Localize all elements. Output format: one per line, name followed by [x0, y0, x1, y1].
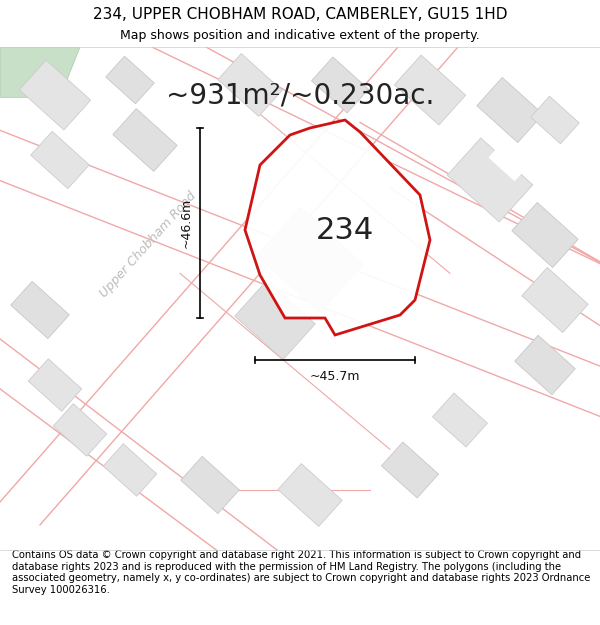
Polygon shape: [257, 208, 364, 312]
Polygon shape: [515, 335, 575, 395]
Polygon shape: [53, 404, 107, 456]
Text: ~46.6m: ~46.6m: [179, 198, 193, 248]
Polygon shape: [11, 281, 69, 339]
Polygon shape: [218, 54, 282, 116]
Polygon shape: [245, 120, 430, 335]
Polygon shape: [311, 57, 368, 113]
Polygon shape: [103, 444, 157, 496]
Text: 234, UPPER CHOBHAM ROAD, CAMBERLEY, GU15 1HD: 234, UPPER CHOBHAM ROAD, CAMBERLEY, GU15…: [93, 7, 507, 22]
Polygon shape: [382, 442, 439, 498]
Polygon shape: [512, 202, 578, 268]
Text: Contains OS data © Crown copyright and database right 2021. This information is : Contains OS data © Crown copyright and d…: [12, 550, 590, 595]
Text: Map shows position and indicative extent of the property.: Map shows position and indicative extent…: [120, 29, 480, 42]
Polygon shape: [0, 47, 80, 98]
Polygon shape: [394, 55, 466, 125]
Text: ~45.7m: ~45.7m: [310, 369, 360, 382]
Polygon shape: [447, 138, 533, 222]
Polygon shape: [531, 96, 579, 144]
Polygon shape: [181, 456, 239, 514]
Polygon shape: [31, 131, 89, 189]
Polygon shape: [433, 393, 487, 447]
Polygon shape: [278, 464, 342, 526]
Polygon shape: [235, 281, 315, 359]
Text: ~931m²/~0.230ac.: ~931m²/~0.230ac.: [166, 81, 434, 109]
Text: 234: 234: [316, 216, 374, 244]
Polygon shape: [106, 56, 154, 104]
Polygon shape: [19, 60, 91, 130]
Text: Upper Chobham Road: Upper Chobham Road: [97, 189, 199, 301]
Polygon shape: [488, 139, 532, 181]
Polygon shape: [477, 78, 543, 142]
Polygon shape: [28, 359, 82, 411]
Polygon shape: [522, 268, 588, 332]
Polygon shape: [113, 109, 177, 171]
